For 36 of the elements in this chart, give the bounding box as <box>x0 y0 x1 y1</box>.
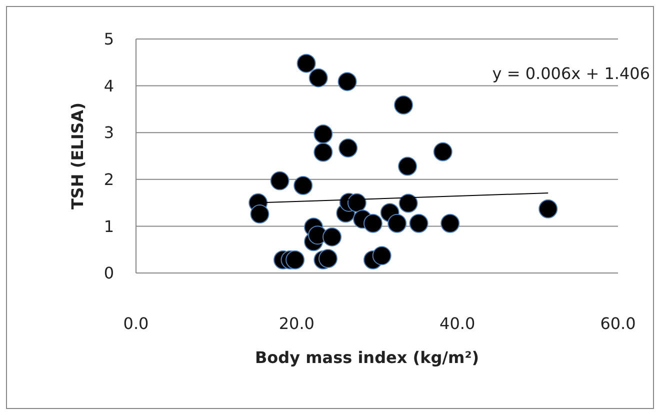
point <box>314 142 333 162</box>
point <box>394 95 414 114</box>
x-tick-label: 40.0 <box>440 314 476 333</box>
y-tick-label: 3 <box>104 123 114 142</box>
x-tick-label: 60.0 <box>600 314 636 333</box>
y-tick-label: 4 <box>104 76 114 96</box>
point <box>440 214 460 233</box>
x-axis-title: Body mass index (kg/m²) <box>254 348 480 367</box>
point <box>338 138 358 158</box>
point <box>286 250 305 270</box>
annotation: y = 0.006x + 1.406 <box>492 64 650 83</box>
point <box>409 214 428 233</box>
point <box>388 214 407 233</box>
y-tick-label: 2 <box>104 170 114 189</box>
point <box>294 176 313 195</box>
point <box>338 72 357 92</box>
point <box>250 204 270 224</box>
point <box>372 246 392 266</box>
point <box>270 171 290 190</box>
point <box>363 214 382 233</box>
point <box>398 194 418 213</box>
point <box>296 54 316 73</box>
point <box>433 142 452 162</box>
point <box>347 193 366 212</box>
point <box>318 248 338 268</box>
y-tick-label: 1 <box>104 216 114 236</box>
y-tick-label: 5 <box>104 30 114 49</box>
point <box>398 156 418 176</box>
point <box>538 199 558 218</box>
x-tick-label: 20.0 <box>278 314 314 333</box>
point <box>322 227 342 246</box>
point <box>314 124 333 144</box>
y-tick-label: 0 <box>104 264 114 283</box>
y-axis-title: TSH (ELISA) <box>68 102 87 210</box>
x-tick-label: 0.0 <box>123 314 149 333</box>
point <box>308 68 328 88</box>
